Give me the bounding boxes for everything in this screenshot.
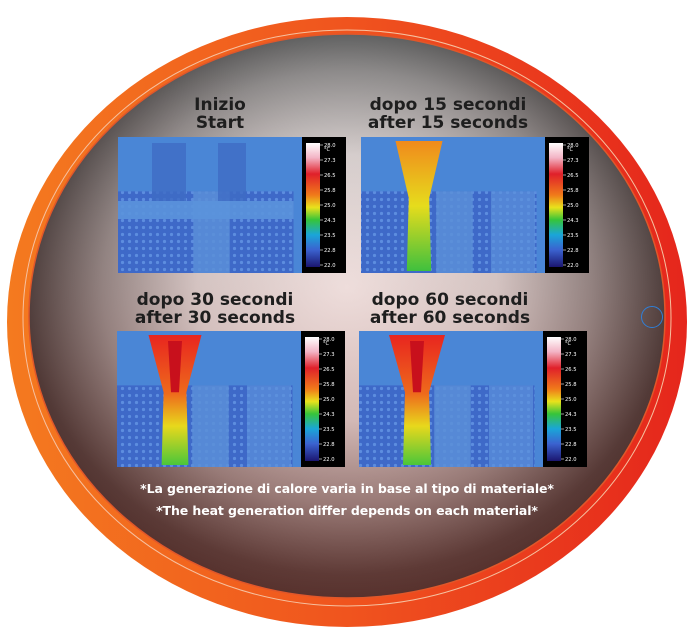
- thermal-image-60s: 28.0 27.3 26.5 25.8 25.0 24.3 23.5 22.8 22.0 °C: [359, 331, 587, 467]
- scale-tick-label: 23.5: [324, 233, 336, 239]
- thermal-image-start: 28.0 27.3 26.5 25.8 25.0 24.3 23.5 22.8 22.0 °C: [118, 137, 346, 273]
- scale-tick-label: 24.3: [567, 218, 579, 224]
- scale-tick-label: 26.5: [324, 173, 336, 179]
- scale-tick-label: 25.8: [565, 382, 577, 388]
- scale-tick-label: 22.8: [567, 248, 579, 254]
- note-italian: *La generazione di calore varia in base …: [140, 481, 554, 496]
- scale-tick-label: 25.8: [567, 188, 579, 194]
- scale-unit-label: °C: [324, 147, 331, 153]
- thermal-image-15s: 28.0 27.3 26.5 25.8 25.0 24.3 23.5 22.8 22.0 °C: [361, 137, 589, 273]
- scale-tick-label: 22.8: [324, 248, 336, 254]
- scale-tick-label: 23.5: [567, 233, 579, 239]
- panel-label-30s: dopo 30 secondi after 30 seconds: [134, 290, 296, 328]
- scale-unit-label: °C: [567, 147, 574, 153]
- scale-unit-label: °C: [565, 341, 572, 347]
- scale-tick-label: 22.0: [565, 457, 577, 463]
- scale-tick-label: 27.3: [324, 158, 336, 164]
- scale-tick-label: 28.0: [567, 143, 579, 149]
- scale-tick-label: 24.3: [323, 412, 335, 418]
- scale-tick-label: 26.5: [567, 173, 579, 179]
- scale-tick-label: 25.8: [324, 188, 336, 194]
- scale-tick-label: 22.0: [323, 457, 335, 463]
- scale-tick-label: 25.8: [323, 382, 335, 388]
- scale-tick-label: 25.0: [565, 397, 577, 403]
- scale-tick-label: 26.5: [565, 367, 577, 373]
- panel-label-start: Inizio Start: [194, 95, 246, 133]
- scale-unit-label: °C: [323, 341, 330, 347]
- scale-tick-label: 22.0: [567, 263, 579, 269]
- scale-tick-label: 27.3: [565, 352, 577, 358]
- oval-frame-rim: [22, 29, 672, 607]
- scale-tick-label: 27.3: [567, 158, 579, 164]
- thermal-image-30s: 28.0 27.3 26.5 25.8 25.0 24.3 23.5 22.8 22.0 °C: [117, 331, 345, 467]
- scale-tick-label: 22.0: [324, 263, 336, 269]
- scale-tick-label: 24.3: [565, 412, 577, 418]
- scale-tick-label: 25.0: [324, 203, 336, 209]
- scale-tick-label: 27.3: [323, 352, 335, 358]
- scale-tick-label: 23.5: [323, 427, 335, 433]
- scale-tick-label: 26.5: [323, 367, 335, 373]
- scale-tick-label: 24.3: [324, 218, 336, 224]
- scale-tick-label: 28.0: [565, 337, 577, 343]
- circle-marker-icon: [641, 306, 663, 328]
- note-english: *The heat generation differ depends on e…: [156, 503, 538, 518]
- scale-tick-label: 25.0: [323, 397, 335, 403]
- panel-label-60s: dopo 60 secondi after 60 seconds: [369, 290, 531, 328]
- scale-tick-label: 28.0: [324, 143, 336, 149]
- scale-tick-label: 28.0: [323, 337, 335, 343]
- scale-tick-label: 25.0: [567, 203, 579, 209]
- scale-tick-label: 23.5: [565, 427, 577, 433]
- scale-tick-label: 22.8: [565, 442, 577, 448]
- scale-tick-label: 22.8: [323, 442, 335, 448]
- panel-label-15s: dopo 15 secondi after 15 seconds: [367, 95, 529, 133]
